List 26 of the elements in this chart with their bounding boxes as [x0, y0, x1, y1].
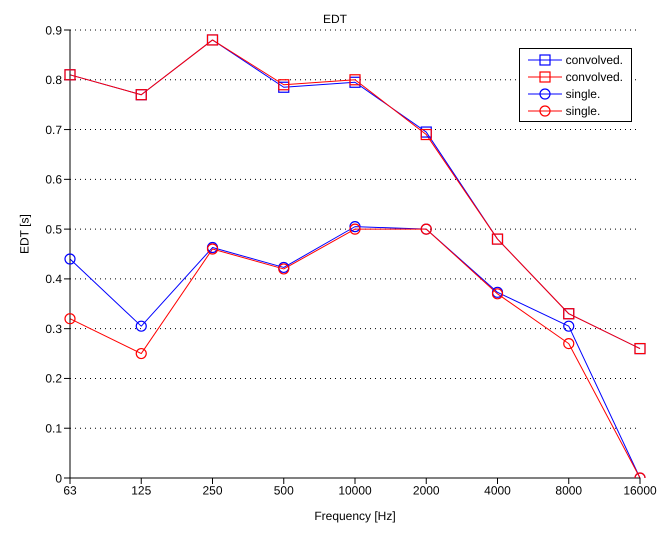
y-tick-label: 0.6: [45, 172, 62, 187]
legend-label: convolved.: [566, 52, 623, 66]
y-tick-label: 0.3: [45, 322, 62, 336]
x-tick-label: 4000: [484, 484, 512, 498]
y-tick-label: 0: [55, 471, 62, 486]
x-tick-label: 500: [274, 484, 294, 498]
chart-title: EDT: [323, 12, 347, 26]
x-axis-title: Frequency [Hz]: [314, 509, 396, 523]
y-tick-label: 0.1: [45, 421, 62, 436]
y-tick-label: 0.9: [45, 23, 62, 38]
x-tick-label: 125: [131, 484, 152, 498]
y-tick-label: 0.5: [45, 222, 62, 236]
y-tick-label: 0.7: [45, 122, 62, 137]
x-tick-label: 8000: [555, 484, 582, 498]
legend-label: single.: [566, 104, 600, 118]
y-tick-label: 0.8: [45, 73, 62, 88]
x-tick-label: 16000: [623, 484, 658, 498]
y-tick-label: 0.2: [45, 372, 62, 386]
legend-label: convolved.: [566, 70, 623, 84]
y-tick-label: 0.4: [45, 272, 62, 286]
x-tick-label: 250: [202, 484, 223, 498]
x-tick-label: 10000: [338, 484, 372, 498]
x-tick-label: 2000: [412, 484, 440, 498]
x-tick-label: 63: [63, 484, 77, 498]
legend-label: single.: [566, 86, 600, 100]
y-axis-title: EDT [s]: [17, 214, 32, 254]
